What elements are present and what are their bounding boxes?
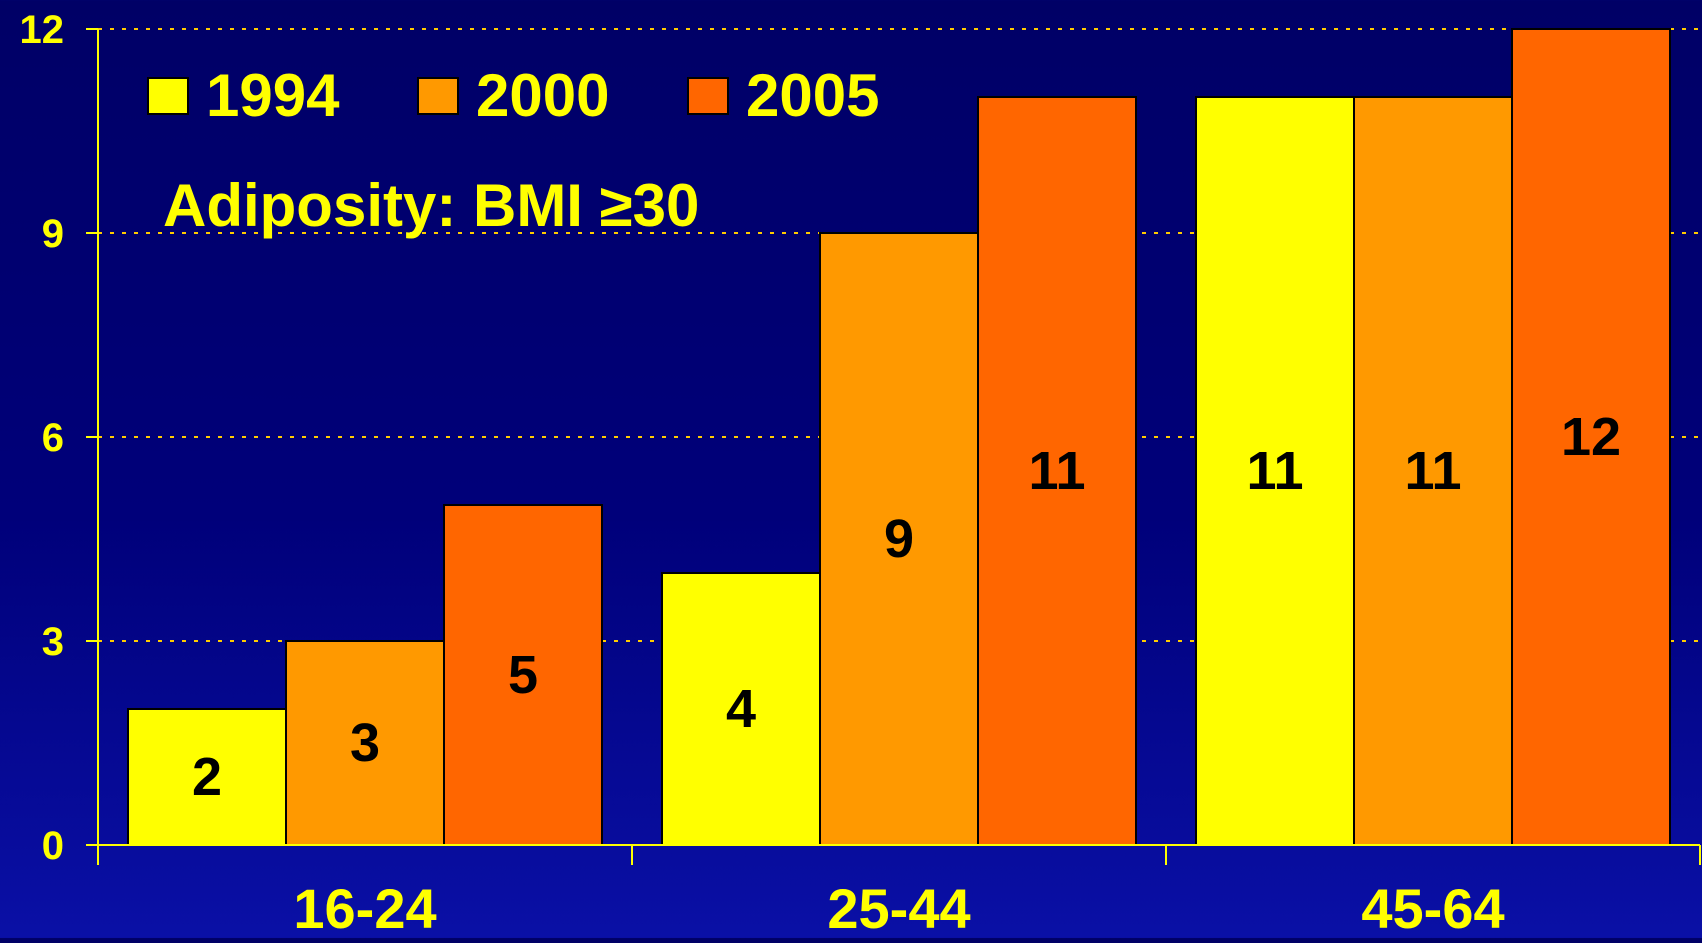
bar-value-label: 5 bbox=[508, 645, 538, 705]
y-tick-label: 0 bbox=[42, 824, 64, 868]
bar bbox=[977, 96, 1137, 846]
bar-value-label: 11 bbox=[1246, 441, 1303, 501]
bar-value-labels: 2 3 5 4 9 11 11 11 12 bbox=[192, 407, 1621, 807]
bar bbox=[1353, 96, 1513, 846]
legend-label: 2000 bbox=[476, 62, 609, 129]
y-tick-label: 9 bbox=[42, 212, 64, 256]
x-tick-label: 45-64 bbox=[1361, 877, 1504, 938]
bar-value-label: 11 bbox=[1028, 441, 1085, 501]
bars bbox=[127, 28, 1671, 846]
x-tick-label: 16-24 bbox=[293, 877, 436, 938]
legend-label: 2005 bbox=[746, 62, 879, 129]
bar-value-label: 12 bbox=[1561, 407, 1621, 467]
axes: 0 3 6 9 12 16-24 25-44 45-64 bbox=[20, 8, 1701, 940]
bar-value-label: 3 bbox=[350, 713, 380, 773]
bar-value-label: 4 bbox=[726, 679, 756, 739]
y-tick-label: 3 bbox=[42, 620, 64, 664]
legend-swatch bbox=[417, 77, 459, 115]
bar bbox=[1195, 96, 1355, 846]
x-tick-label: 25-44 bbox=[827, 877, 970, 938]
bar bbox=[661, 572, 821, 846]
legend: 1994 2000 2005 bbox=[147, 62, 879, 129]
legend-swatch bbox=[687, 77, 729, 115]
bar bbox=[127, 708, 287, 846]
legend-swatch bbox=[147, 77, 189, 115]
bar-value-label: 9 bbox=[884, 509, 914, 569]
bar bbox=[443, 504, 603, 846]
bar-value-label: 2 bbox=[192, 747, 222, 807]
bar bbox=[819, 232, 979, 846]
bar-value-label: 11 bbox=[1404, 441, 1461, 501]
y-tick-label: 6 bbox=[42, 416, 64, 460]
bar bbox=[1511, 28, 1671, 846]
y-tick-label: 12 bbox=[20, 8, 65, 52]
chart-title: Adiposity: BMI ≥30 bbox=[163, 172, 699, 239]
legend-label: 1994 bbox=[206, 62, 340, 129]
